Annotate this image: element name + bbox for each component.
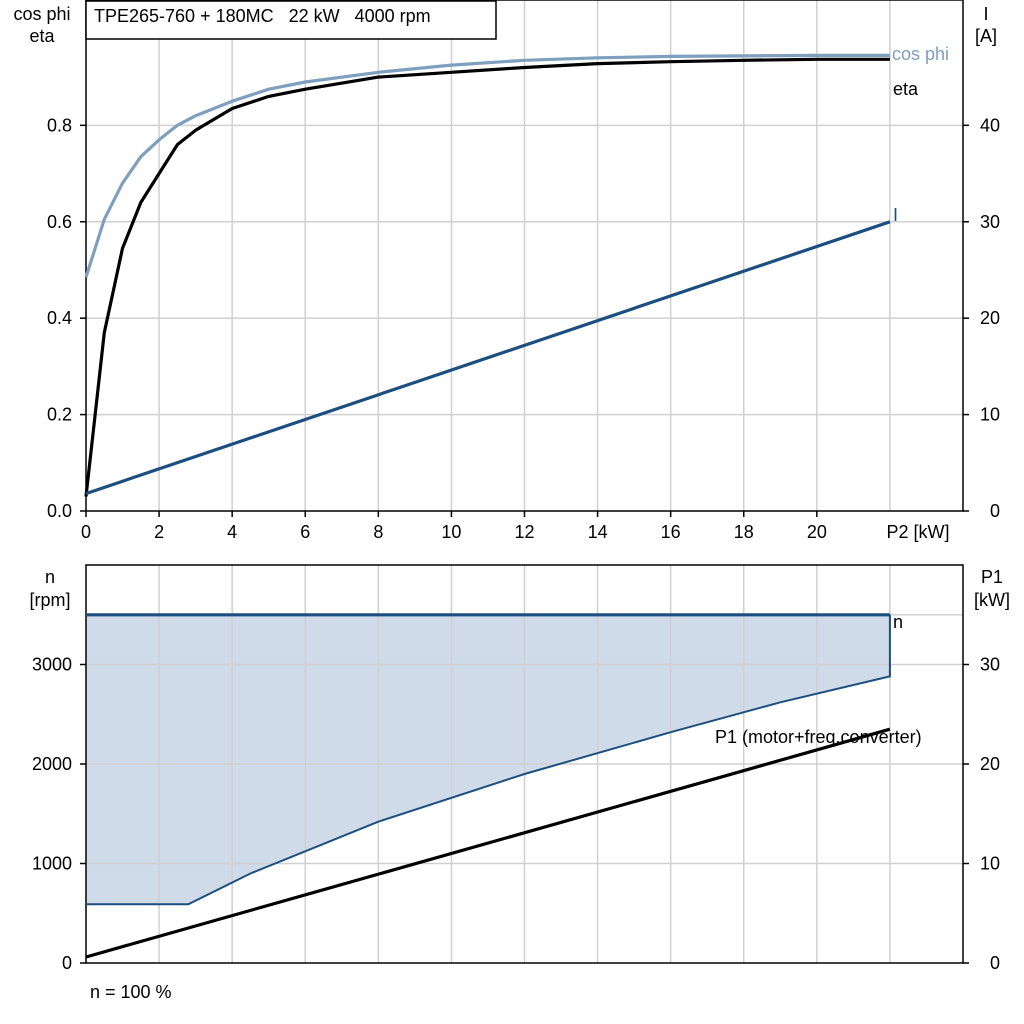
cos-phi-curve	[84, 53, 890, 278]
bottom-y-left-tick-label: 0	[62, 953, 72, 973]
current-line	[85, 220, 891, 496]
x-tick-label: 20	[807, 522, 827, 542]
efficiency-chart: 0 2 4 6 8 10 12 14 16 18 20 0.0 0.2 0.4 0.6 0.8 0 10 20 3…	[13, 0, 1000, 542]
footnote: n = 100 %	[90, 982, 172, 1002]
title-text: TPE265-760 + 180MC 22 kW 4000 rpm	[94, 6, 431, 26]
x-tick-label: 6	[300, 522, 310, 542]
bottom-y-right-tick-label: 20	[980, 754, 1000, 774]
x-tick-label: 4	[227, 522, 237, 542]
y-left-tick-label: 0.2	[47, 405, 72, 425]
y-left-tick-label: 0.4	[47, 308, 72, 328]
bottom-y-left-tick-label: 3000	[32, 655, 72, 675]
y-left-tick-label: 0.0	[47, 501, 72, 521]
x-tick-label: 8	[373, 522, 383, 542]
top-grid	[86, 0, 963, 511]
bottom-left-axis-label-1: n	[45, 567, 55, 587]
top-y-left-tick-labels: 0.0 0.2 0.4 0.6 0.8	[47, 115, 86, 521]
top-left-axis-label-1: cos phi	[13, 4, 70, 24]
bottom-y-right-tick-labels: 0 10 20 30	[963, 655, 1000, 973]
title-box	[85, 0, 497, 40]
bottom-series-layer	[85, 613, 891, 959]
top-y-right-tick-labels: 0 10 20 30 40	[963, 115, 1000, 521]
x-tick-label: 18	[734, 522, 754, 542]
top-left-axis-label-2: eta	[29, 26, 55, 46]
y-right-tick-label: 20	[980, 308, 1000, 328]
top-series-layer	[84, 53, 891, 497]
series-label-p1: P1 (motor+freq.converter)	[715, 727, 922, 747]
x-tick-label: 0	[81, 522, 91, 542]
y-left-tick-label: 0.6	[47, 212, 72, 232]
x-tick-label: 16	[661, 522, 681, 542]
speed-power-chart: 0 1000 2000 3000 0 10 20 30 n [rpm] P1 [kW] n …	[29, 564, 1010, 1002]
bottom-y-right-tick-label: 0	[990, 953, 1000, 973]
bottom-left-axis-label-2: [rpm]	[29, 590, 70, 610]
x-tick-label: 14	[588, 522, 608, 542]
bottom-y-right-tick-label: 30	[980, 655, 1000, 675]
operating-area-outline	[86, 614, 891, 906]
top-right-axis-label-2: [A]	[975, 26, 997, 46]
operating-area-fill	[86, 614, 890, 905]
y-right-tick-label: 0	[990, 501, 1000, 521]
bottom-y-left-tick-label: 1000	[32, 854, 72, 874]
bottom-y-left-tick-labels: 0 1000 2000 3000	[32, 655, 86, 973]
y-right-tick-label: 10	[980, 405, 1000, 425]
series-label-speed: n	[893, 612, 903, 632]
bottom-right-axis-label-2: [kW]	[974, 590, 1010, 610]
top-right-axis-label-1: I	[983, 4, 988, 24]
bottom-y-left-tick-label: 2000	[32, 754, 72, 774]
bottom-right-axis-label-1: P1	[981, 567, 1003, 587]
x-tick-label: 10	[441, 522, 461, 542]
y-left-tick-label: 0.8	[47, 115, 72, 135]
p1-line	[85, 727, 891, 959]
series-label-current: I	[893, 205, 898, 225]
y-right-tick-label: 30	[980, 212, 1000, 232]
series-label-eta: eta	[893, 79, 919, 99]
operating-area	[86, 614, 890, 905]
x-axis-label: P2 [kW]	[886, 522, 949, 542]
bottom-y-right-tick-label: 10	[980, 854, 1000, 874]
eta-curve	[84, 57, 890, 497]
y-right-tick-label: 40	[980, 115, 1000, 135]
top-x-tick-labels: 0 2 4 6 8 10 12 14 16 18 20	[81, 511, 827, 542]
x-tick-label: 12	[514, 522, 534, 542]
series-label-cos-phi: cos phi	[892, 44, 949, 64]
x-tick-label: 2	[154, 522, 164, 542]
